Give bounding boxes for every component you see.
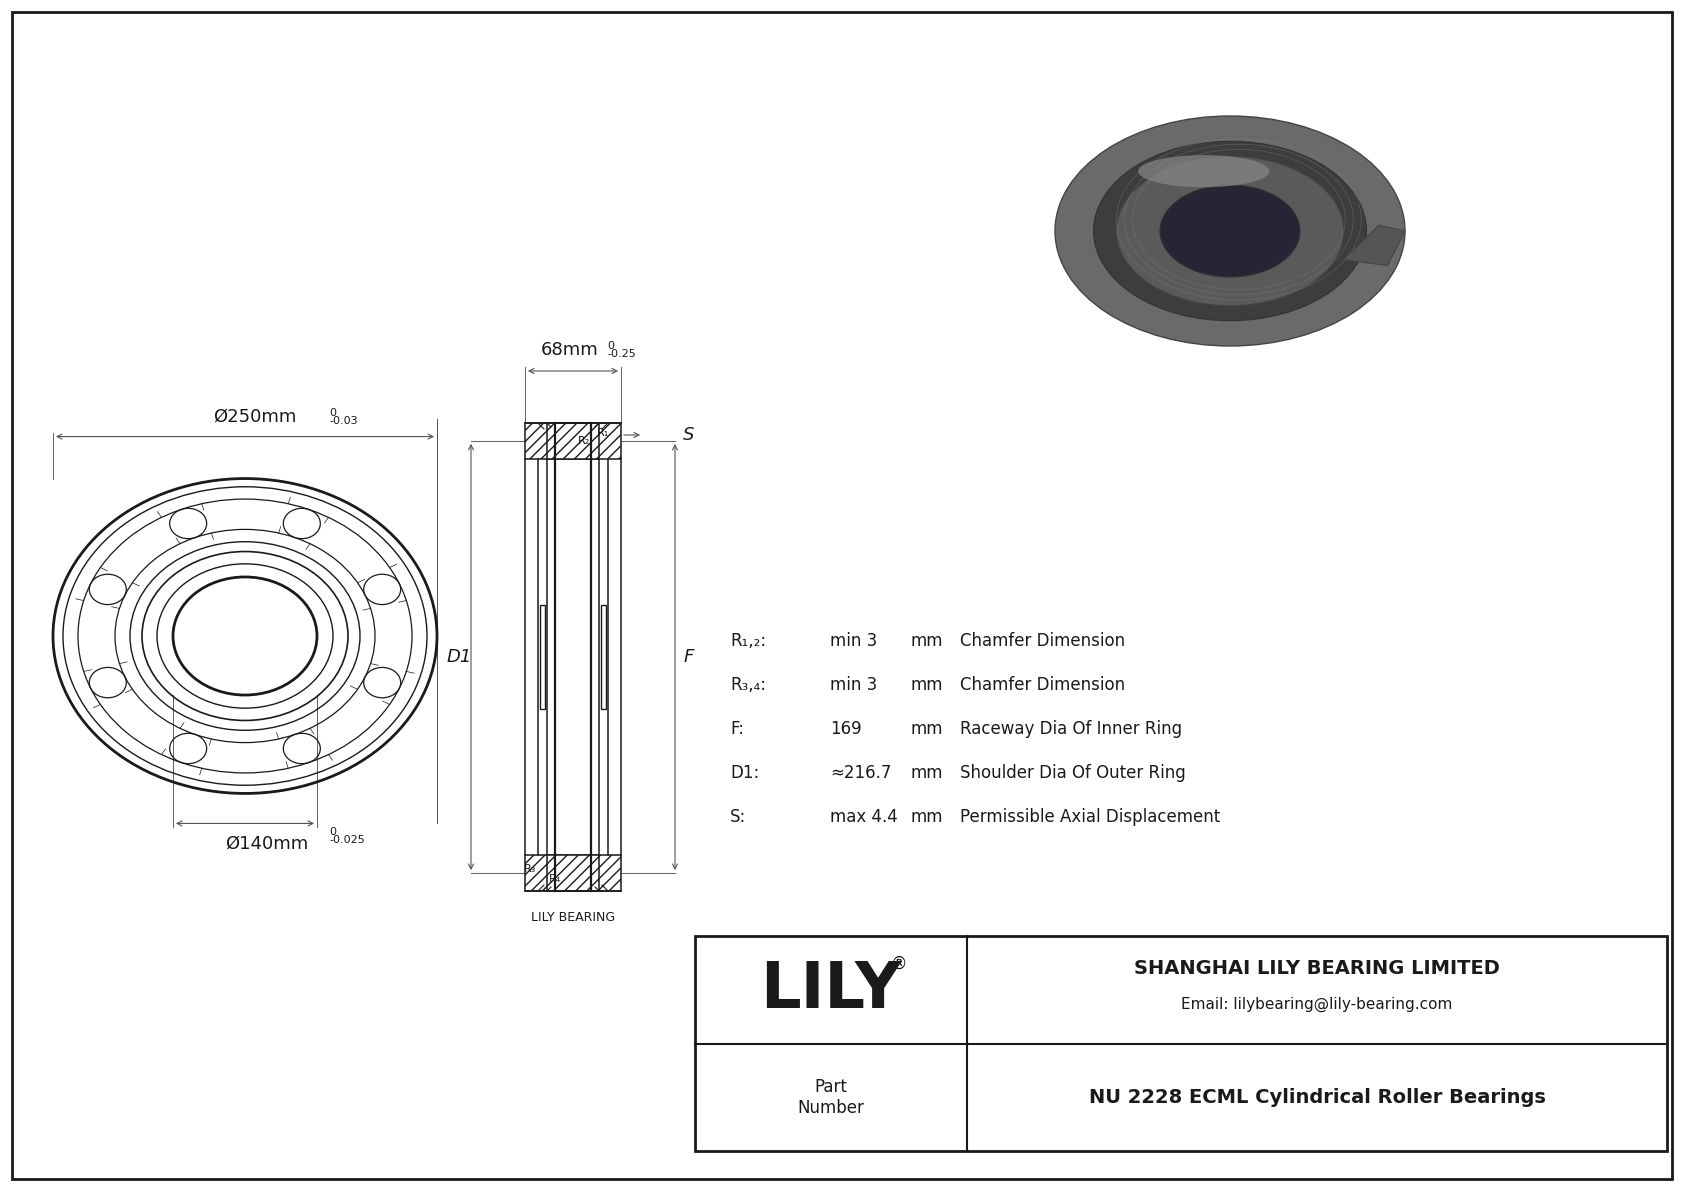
Ellipse shape bbox=[1138, 155, 1270, 187]
Text: S:: S: bbox=[729, 807, 746, 827]
Text: F:: F: bbox=[729, 721, 744, 738]
Text: max 4.4: max 4.4 bbox=[830, 807, 898, 827]
Text: 0: 0 bbox=[328, 828, 337, 837]
Text: R₄: R₄ bbox=[549, 874, 561, 884]
Text: SHANGHAI LILY BEARING LIMITED: SHANGHAI LILY BEARING LIMITED bbox=[1133, 960, 1500, 979]
Text: D1:: D1: bbox=[729, 763, 759, 782]
Ellipse shape bbox=[1054, 116, 1404, 347]
Text: R₁: R₁ bbox=[598, 428, 610, 438]
Text: LILY BEARING: LILY BEARING bbox=[530, 911, 615, 924]
Text: Ø140mm: Ø140mm bbox=[226, 835, 308, 853]
Polygon shape bbox=[1344, 225, 1404, 266]
Text: mm: mm bbox=[909, 632, 943, 650]
Ellipse shape bbox=[1160, 185, 1300, 278]
Bar bbox=[601, 605, 606, 709]
Text: mm: mm bbox=[909, 763, 943, 782]
Text: 68mm: 68mm bbox=[541, 341, 600, 358]
Text: S: S bbox=[684, 426, 694, 444]
Text: NU 2228 ECML Cylindrical Roller Bearings: NU 2228 ECML Cylindrical Roller Bearings bbox=[1088, 1089, 1546, 1106]
Bar bbox=[525, 423, 621, 459]
Ellipse shape bbox=[1093, 142, 1366, 320]
Text: Part
Number: Part Number bbox=[798, 1078, 864, 1117]
Text: min 3: min 3 bbox=[830, 632, 877, 650]
Text: Chamfer Dimension: Chamfer Dimension bbox=[960, 676, 1125, 694]
Ellipse shape bbox=[1116, 156, 1344, 306]
Text: LILY: LILY bbox=[761, 959, 901, 1021]
Text: Shoulder Dia Of Outer Ring: Shoulder Dia Of Outer Ring bbox=[960, 763, 1186, 782]
Text: mm: mm bbox=[909, 721, 943, 738]
Text: mm: mm bbox=[909, 676, 943, 694]
Text: mm: mm bbox=[909, 807, 943, 827]
Text: R₁,₂:: R₁,₂: bbox=[729, 632, 766, 650]
Text: ≈216.7: ≈216.7 bbox=[830, 763, 891, 782]
Text: R₃: R₃ bbox=[524, 863, 536, 874]
Text: Ø250mm: Ø250mm bbox=[214, 407, 296, 425]
Text: 0: 0 bbox=[328, 407, 337, 418]
Bar bbox=[695, 936, 1667, 1151]
Bar bbox=[541, 605, 546, 709]
Text: D1: D1 bbox=[446, 648, 472, 666]
Bar bbox=[525, 855, 621, 891]
Text: 0: 0 bbox=[606, 341, 615, 351]
Text: F: F bbox=[684, 648, 694, 666]
Text: -0.25: -0.25 bbox=[606, 349, 637, 358]
Text: -0.03: -0.03 bbox=[328, 416, 357, 425]
Text: min 3: min 3 bbox=[830, 676, 877, 694]
Bar bbox=[547, 423, 600, 459]
Text: ®: ® bbox=[891, 955, 908, 973]
Text: R₂: R₂ bbox=[578, 436, 589, 445]
Text: Raceway Dia Of Inner Ring: Raceway Dia Of Inner Ring bbox=[960, 721, 1182, 738]
Text: Permissible Axial Displacement: Permissible Axial Displacement bbox=[960, 807, 1221, 827]
Text: -0.025: -0.025 bbox=[328, 835, 365, 846]
Text: Email: lilybearing@lily-bearing.com: Email: lilybearing@lily-bearing.com bbox=[1180, 997, 1453, 1011]
Text: Chamfer Dimension: Chamfer Dimension bbox=[960, 632, 1125, 650]
Text: R₃,₄:: R₃,₄: bbox=[729, 676, 766, 694]
Text: 169: 169 bbox=[830, 721, 862, 738]
Bar bbox=[547, 855, 600, 891]
